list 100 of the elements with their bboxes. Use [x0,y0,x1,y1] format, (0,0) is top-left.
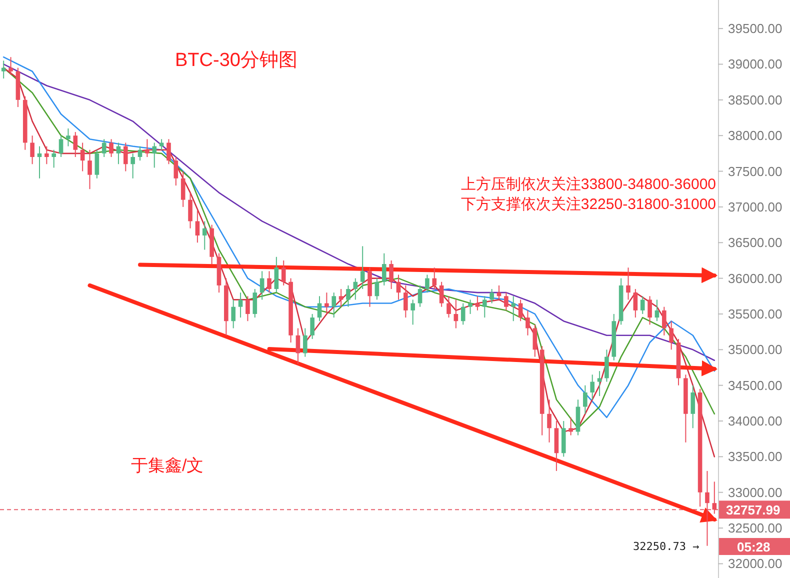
candlestick [159,138,164,150]
y-tick-label: 37000.00 [728,199,782,214]
candlestick [238,292,243,318]
candlestick [66,128,70,147]
candlestick [432,267,437,290]
y-tick-label: 38000.00 [728,128,782,144]
candlestick [446,296,451,318]
candlestick [518,299,523,322]
candlestick [475,296,480,311]
candlestick [626,267,630,300]
y-tick-label: 32500.00 [728,520,782,536]
candlestick [425,274,430,294]
candlestick [568,416,573,436]
candlestick [44,146,49,165]
candlestick [496,284,502,300]
y-tick-label: 36000.00 [728,270,782,286]
candlestick [648,296,652,326]
candlestick [705,470,710,546]
candlestick [410,299,416,326]
y-tick-label: 33000.00 [728,484,782,500]
candlestick [418,284,422,308]
candlestick [504,292,508,311]
y-tick-label: 38500.00 [728,92,782,108]
candlestick [130,152,135,179]
y-tick-label: 33500.00 [728,449,782,464]
candlestick [604,349,609,382]
y-tick-label: 34000.00 [728,414,782,429]
candlestick [231,299,236,329]
candlestick [281,260,286,286]
candlestick [382,252,386,286]
candlestick [439,281,444,308]
candlestick [52,149,56,168]
candlestick [396,274,401,300]
candlestick [138,146,142,162]
candlestick [490,288,494,304]
candlestick [374,278,380,300]
candlestick [511,296,516,322]
y-tick-label: 36500.00 [728,235,782,250]
candlestick [547,399,552,443]
candlestick [174,156,178,186]
candlestick [180,170,186,208]
candlestick [30,135,34,165]
candlestick [116,142,121,165]
candlestick [88,149,92,190]
candlestick [712,481,717,514]
candlestick [8,56,13,76]
candlestick [310,313,314,340]
candlestick [1,60,6,79]
candlestick [662,306,666,336]
text: 05:28 [737,540,770,554]
candlestick [37,146,42,179]
candlestick [246,296,250,322]
candlestick [123,142,128,172]
y-tick-label: 32000.00 [728,556,782,572]
candlestick [260,270,264,300]
candlestick [389,260,394,290]
candlestick [353,278,358,300]
candlestick [669,320,674,350]
y-tick-label: 37500.00 [728,164,782,179]
annotation: 下方支撑依次关注32250-31800-31000 [460,196,716,213]
candlestick [346,284,350,308]
y-tick-label: 35000.00 [728,342,782,358]
candlestick [324,292,329,314]
annotation: 于集鑫/文 [131,456,204,475]
annotation: 32250.73 → [632,540,700,553]
candlestick [404,284,408,318]
candlestick [152,142,157,168]
candlestick [274,256,279,294]
candlestick [640,296,645,314]
candlestick [460,302,466,326]
candlestick [690,384,696,429]
candlestick [202,220,207,250]
candlestick [252,288,258,318]
candlestick [317,296,322,322]
y-tick-label: 35500.00 [728,306,782,322]
annotation: 上方压制依次关注33800-34800-36000 [460,176,716,193]
candlestick [654,299,660,322]
text: BTC-30分钟图 [175,50,298,71]
candlestick [302,328,308,358]
candlestick [332,292,336,318]
candlestick [267,270,272,294]
candlestick [109,138,114,158]
candlestick [590,374,595,400]
candlestick [80,142,85,172]
candlestick [188,192,192,229]
candlestick [296,328,300,364]
y-tick-label: 39000.00 [728,56,782,72]
candlestick [195,210,200,244]
candlestick [532,324,538,358]
candlestick [58,135,64,158]
candlestick [583,384,588,414]
candlestick [482,296,487,318]
y-tick-label: 39500.00 [728,21,782,36]
candlestick [526,310,530,336]
candlestick [597,370,602,397]
y-tick-label: 34500.00 [728,378,782,393]
candlestick [73,132,78,158]
candlestick [145,138,150,158]
candlestick [94,149,100,179]
candlestick [102,138,106,158]
